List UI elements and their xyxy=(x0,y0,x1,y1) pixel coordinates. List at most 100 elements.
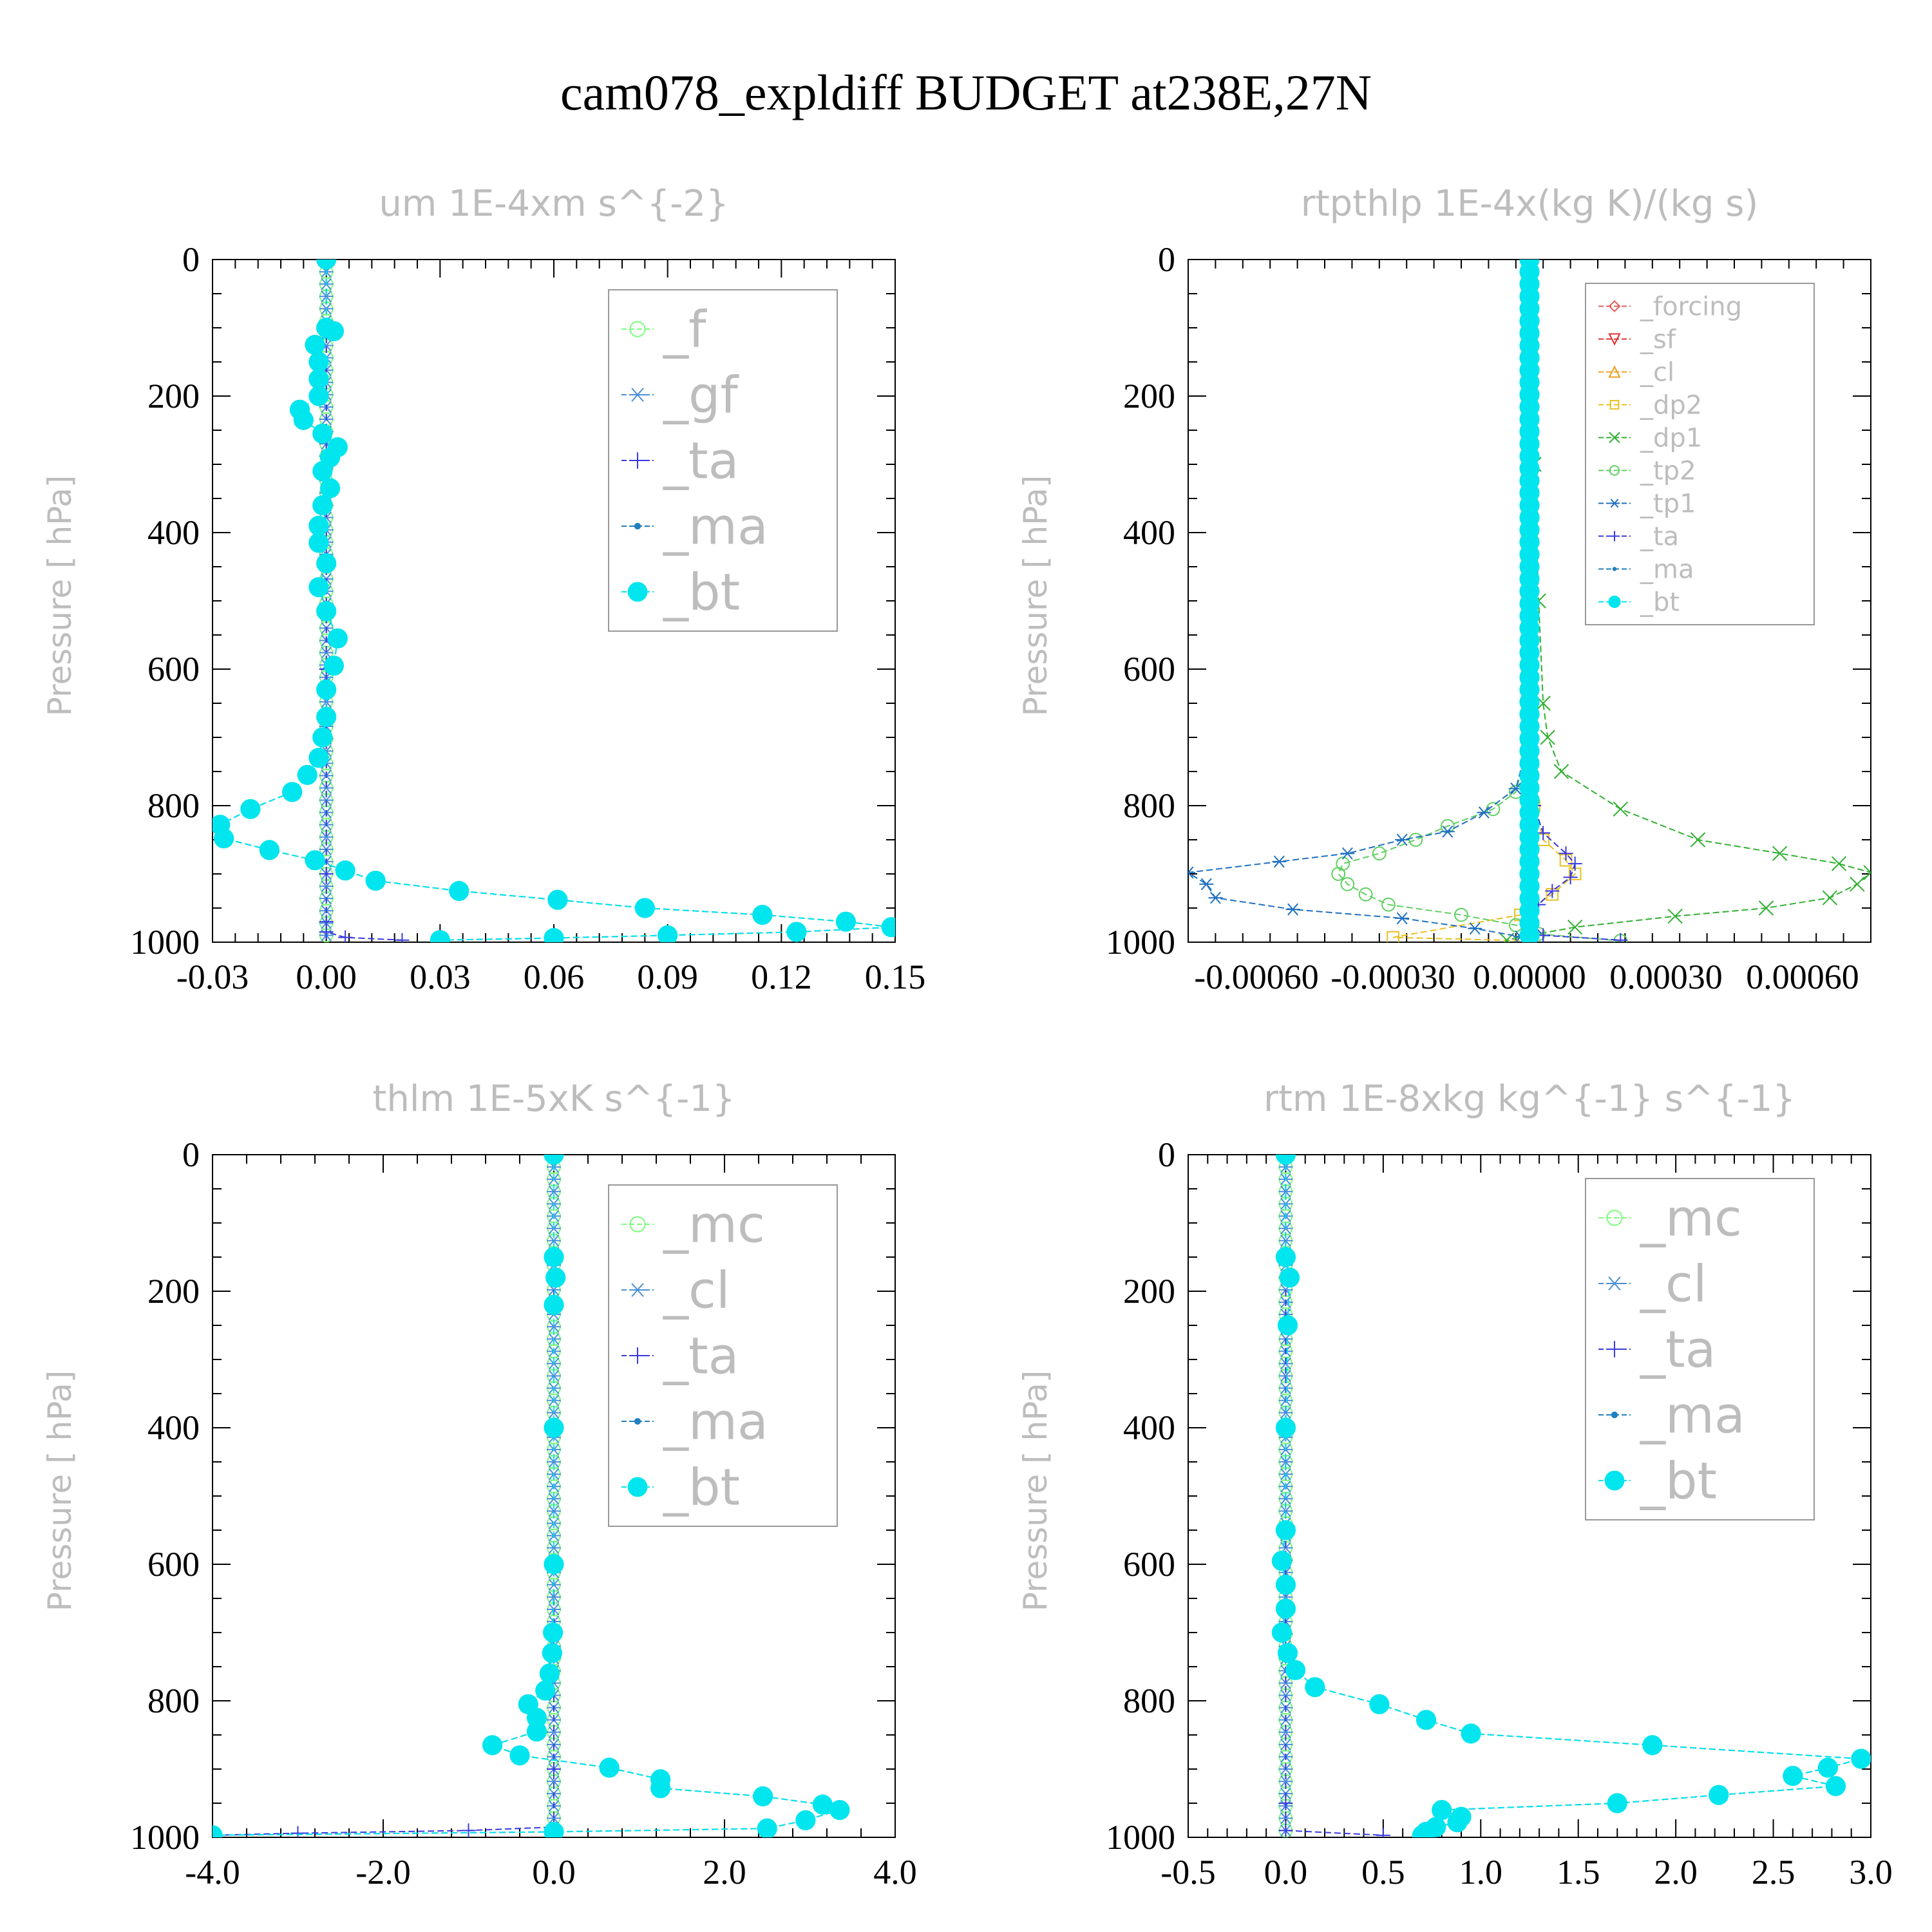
legend-entry: _tp2 xyxy=(1640,457,1696,486)
data-point xyxy=(1709,1785,1729,1805)
legend-entry: _cl xyxy=(1640,1255,1707,1313)
series-line xyxy=(1285,1155,1383,1836)
y-tick-label: 0 xyxy=(182,240,200,279)
data-point xyxy=(308,368,329,390)
data-point xyxy=(1340,877,1355,891)
panel-title: thlm 1E-5xK s^{-1} xyxy=(372,1078,735,1120)
legend-entry: _dp2 xyxy=(1640,391,1702,421)
y-axis-label: Pressure [ hPa] xyxy=(1017,1370,1054,1612)
data-point xyxy=(1278,1369,1293,1382)
data-point xyxy=(240,799,261,819)
legend-entry: _ma xyxy=(1640,1387,1745,1444)
legend-entry: _ma xyxy=(1640,555,1694,585)
legend-entry: _cl xyxy=(1640,358,1674,388)
data-point xyxy=(829,1800,850,1821)
series-line xyxy=(325,260,402,941)
legend-swatch-marker xyxy=(1608,365,1621,378)
y-tick-label: 0 xyxy=(182,1135,200,1174)
data-point xyxy=(395,933,410,942)
legend-swatch-marker xyxy=(629,388,646,402)
data-point xyxy=(547,1762,561,1776)
series-tp1 xyxy=(1188,260,1537,942)
data-point xyxy=(1613,933,1628,942)
data-point xyxy=(1412,1825,1433,1837)
data-point xyxy=(1468,922,1482,935)
legend-entry: _f xyxy=(663,301,707,359)
data-point xyxy=(786,922,807,942)
data-point xyxy=(1395,833,1410,846)
data-point xyxy=(282,782,303,802)
data-point xyxy=(544,1821,564,1837)
data-point xyxy=(1432,1800,1452,1821)
data-point xyxy=(316,679,337,700)
legend-box xyxy=(1585,283,1815,625)
x-tick-label: 2.0 xyxy=(703,1853,746,1891)
y-tick-label: 800 xyxy=(1123,1681,1175,1720)
data-point xyxy=(1278,1823,1293,1837)
data-point xyxy=(319,647,334,659)
data-point xyxy=(1690,832,1706,848)
data-point xyxy=(214,828,234,849)
legend: _mc _cl _ta _ma _bt xyxy=(1585,1178,1815,1520)
legend-entry: _bt xyxy=(1640,588,1680,618)
data-point xyxy=(658,925,678,942)
data-point xyxy=(319,478,341,498)
data-point xyxy=(544,1554,564,1575)
data-point xyxy=(1553,764,1569,779)
data-point xyxy=(1271,1622,1292,1643)
panel-title: um 1E-4xm s^{-2} xyxy=(379,183,728,225)
x-tick-label: -4.0 xyxy=(185,1853,240,1891)
data-point xyxy=(319,831,334,844)
y-tick-label: 200 xyxy=(1123,377,1175,415)
data-point xyxy=(1278,1185,1293,1198)
y-axis-label: Pressure [ hPa] xyxy=(41,1370,79,1612)
data-point xyxy=(312,461,333,482)
panel-title: rtm 1E-8xkg kg^{-1} s^{-1} xyxy=(1264,1078,1795,1120)
data-point xyxy=(543,1622,564,1643)
data-point xyxy=(547,1320,561,1333)
data-point xyxy=(316,601,337,621)
data-point xyxy=(1447,1812,1468,1833)
y-tick-label: 0 xyxy=(1158,240,1175,279)
y-tick-label: 0 xyxy=(1158,1135,1175,1174)
series-line xyxy=(213,1155,554,1836)
data-point xyxy=(259,840,279,860)
data-point xyxy=(1558,846,1573,861)
data-point xyxy=(327,628,348,649)
data-point xyxy=(1822,890,1838,905)
data-point xyxy=(323,321,345,341)
data-point xyxy=(547,889,568,910)
legend-swatch-marker xyxy=(629,1283,646,1297)
data-point xyxy=(1199,878,1214,891)
figure-title: cam078_expldiff BUDGET at238E,27N xyxy=(560,64,1372,120)
legend-swatch-marker xyxy=(634,522,641,530)
data-point xyxy=(1454,907,1468,922)
x-tick-label: 1.5 xyxy=(1557,1853,1600,1891)
data-point xyxy=(544,1247,564,1267)
y-tick-label: 200 xyxy=(147,1272,200,1311)
data-point xyxy=(599,1757,620,1778)
y-tick-label: 600 xyxy=(1123,650,1175,688)
legend-swatch-marker xyxy=(1604,1470,1625,1491)
data-point xyxy=(308,515,329,536)
legend-swatch-marker xyxy=(627,1477,648,1497)
data-point xyxy=(1607,1793,1627,1814)
data-point xyxy=(547,1591,561,1604)
legend-entry: _cl xyxy=(663,1262,730,1320)
series-ta xyxy=(1278,1155,1390,1837)
legend: _mc _cl _ta _ma _bt xyxy=(608,1184,838,1527)
series-line xyxy=(1392,260,1577,942)
data-point xyxy=(1277,1643,1298,1663)
legend-swatch-marker xyxy=(1609,431,1620,444)
x-tick-label: 0.5 xyxy=(1361,1853,1405,1891)
legend: _f _gf _ta _ma _bt xyxy=(608,289,838,632)
legend-swatch-marker xyxy=(1606,1341,1623,1358)
data-point xyxy=(1381,897,1396,912)
legend-swatch-marker xyxy=(1609,498,1620,508)
data-point xyxy=(1817,1757,1838,1778)
data-point xyxy=(1305,1677,1325,1698)
legend: _forcing_sf_cl_dp2 _dp1 _tp2 _tp1_ta_ma_bt xyxy=(1585,283,1815,625)
data-point xyxy=(293,410,314,430)
data-point xyxy=(312,727,333,748)
legend-swatch-marker xyxy=(1606,1209,1623,1226)
